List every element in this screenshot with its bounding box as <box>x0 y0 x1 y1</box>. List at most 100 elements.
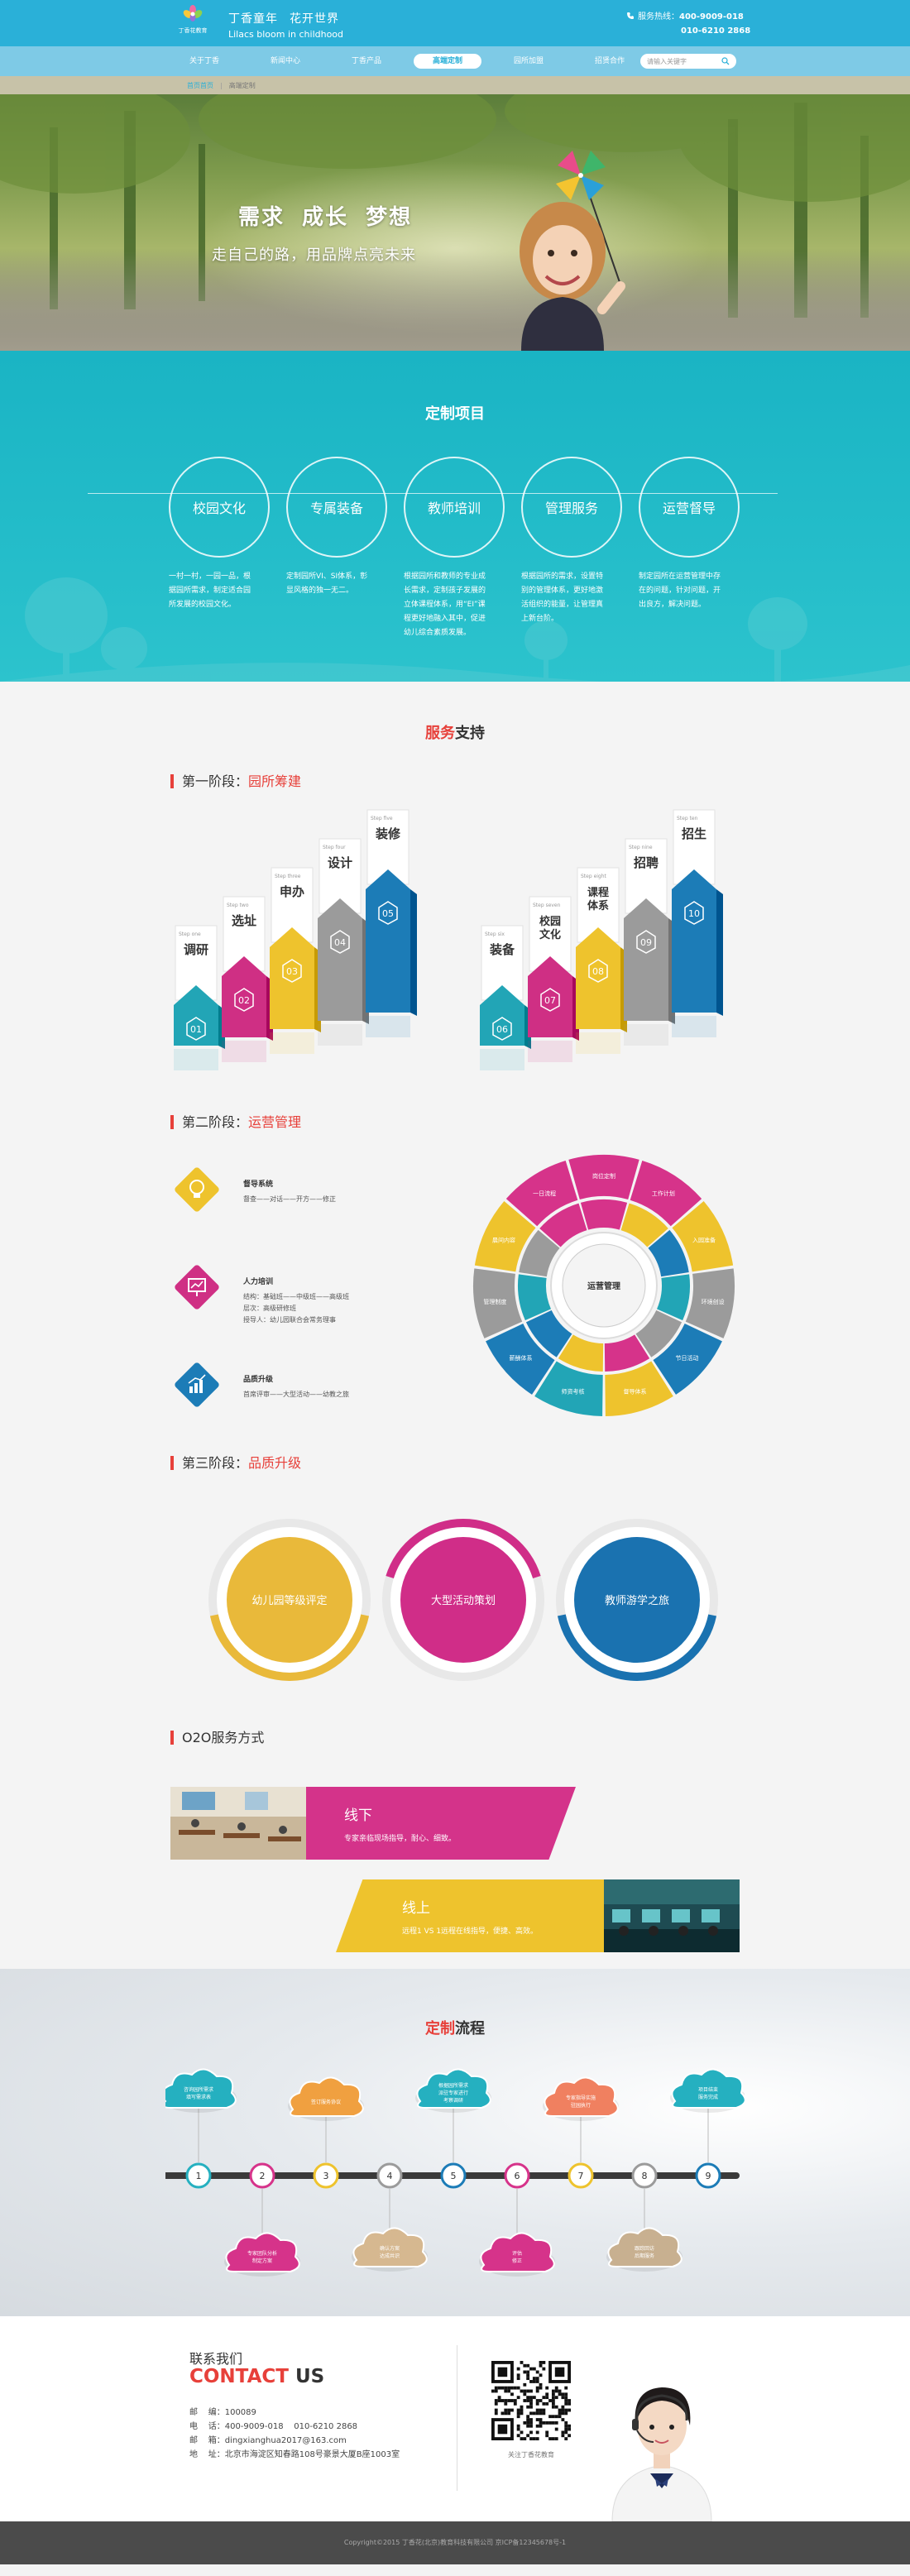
wheel-segment[interactable]: 节日活动 <box>635 1310 722 1395</box>
o2o-online-row: 线上 远程1 VS 1远程在线指导，便捷、高效。 <box>336 1879 740 1952</box>
process-step-number: 3 <box>323 2171 329 2181</box>
project-desc-teacher-training: 根据园所和教师的专业成长需求，定制孩子发展的立体课程体系，用“EI”课程更好地融… <box>404 572 486 637</box>
wheel-segment[interactable]: 督导体系 <box>604 1334 673 1416</box>
breadcrumb-home[interactable]: 首页首页 <box>187 82 213 89</box>
wheel-segment[interactable]: 薪酬体系 <box>486 1310 572 1395</box>
o2o-title: O2O服务方式 <box>170 1731 264 1745</box>
process-step-8[interactable]: 8 <box>631 2162 658 2189</box>
wheel-segment[interactable]: 管理制度 <box>473 1268 551 1338</box>
custom-process-section: 定制流程 咨询园所需求填写需求表 签订服务协议 根据园所需求派驻专家进行考察调研 专家… <box>0 1969 910 2316</box>
phase1-step-01[interactable]: Step one 调研 01 <box>174 925 225 1070</box>
project-management-service[interactable]: 管理服务 <box>521 457 622 558</box>
contact-phone[interactable]: 电 话：400-9009-018 010-6210 2868 <box>189 2422 358 2431</box>
quality-ring[interactable]: 大型活动策划 <box>382 1519 544 1681</box>
wheel-segment-label: 薪酬体系 <box>509 1354 532 1362</box>
nav-item-careers[interactable]: 招贤合作 <box>594 57 625 65</box>
process-cloud-bottom: 评估修正 <box>479 2232 555 2277</box>
o2o-online-heading: 线上 <box>402 1900 430 1917</box>
custom-projects-section: 定制项目 校园文化 专属装备 教师培训 管理服务 运营督导 一村一村，一园一品，… <box>0 351 910 682</box>
svg-text:Step one: Step one <box>179 931 201 937</box>
process-step-9[interactable]: 9 <box>695 2162 721 2189</box>
wheel-segment-label: 入园准备 <box>692 1237 716 1244</box>
phase1-step-05[interactable]: Step five 装修 05 <box>366 809 417 1037</box>
phase1-step-06[interactable]: Step six 装备 06 <box>480 925 531 1070</box>
svg-text:Step four: Step four <box>323 845 346 850</box>
girl-with-pinwheel-image <box>520 151 625 351</box>
project-campus-culture[interactable]: 校园文化 <box>169 457 270 558</box>
search-input[interactable] <box>647 57 720 65</box>
wheel-segment[interactable]: 一日流程 <box>505 1160 587 1247</box>
wheel-segment[interactable]: 入园准备 <box>648 1200 734 1277</box>
customer-service-agent-image <box>611 2387 712 2521</box>
wheel-segment[interactable]: 工作计划 <box>620 1160 702 1247</box>
process-step-3[interactable]: 3 <box>313 2162 339 2189</box>
wheel-center-label: 运营管理 <box>587 1281 620 1291</box>
process-step-1[interactable]: 1 <box>185 2162 212 2189</box>
quality-ring[interactable]: 教师游学之旅 <box>556 1519 718 1681</box>
process-step-7[interactable]: 7 <box>568 2162 594 2189</box>
nav-item-products[interactable]: 丁香产品 <box>351 57 381 65</box>
nav-item-news[interactable]: 新闻中心 <box>270 57 300 65</box>
banner-subtitle: 走自己的路，用品牌点亮未来 <box>212 247 416 264</box>
o2o-offline-desc: 专家亲临现场指导，耐心、细致。 <box>344 1835 457 1843</box>
process-step-text: 跟踪回访后期服务 <box>635 2245 654 2259</box>
nav-item-custom[interactable]: 高端定制 <box>414 54 481 69</box>
wheel-segment-label: 师资考核 <box>562 1388 585 1396</box>
computer-lab-photo <box>604 1879 740 1952</box>
phase1-step-03[interactable]: Step three 申办 03 <box>270 867 321 1054</box>
process-step-number: 1 <box>196 2171 202 2181</box>
wheel-segment-label: 督导体系 <box>623 1388 646 1396</box>
breadcrumb: 首页首页 | 高端定制 <box>187 81 256 90</box>
copyright: Copyright©2015 丁香花(北京)教育科技有限公司 京ICP备1234… <box>343 2539 567 2546</box>
wheel-segment[interactable]: 岗位定制 <box>568 1155 639 1230</box>
nav-item-about[interactable]: 关于丁香 <box>189 57 219 65</box>
phase1-step-02[interactable]: Step two 选址 02 <box>222 896 273 1062</box>
process-step-2[interactable]: 2 <box>249 2162 275 2189</box>
wheel-segment[interactable]: 晨间内容 <box>474 1200 560 1277</box>
o2o-offline-row: 线下 专家亲临现场指导，耐心、细致。 <box>170 1787 576 1860</box>
contact-section: 联系我们 CONTACT US 邮 编：100089 电 话：400-9009-… <box>0 2316 910 2521</box>
phone-icon <box>627 12 634 19</box>
project-exclusive-equipment[interactable]: 专属装备 <box>286 457 387 558</box>
phase1-step-number: 09 <box>640 937 652 948</box>
process-step-4[interactable]: 4 <box>376 2162 403 2189</box>
o2o-offline-band[interactable]: 线下 专家亲临现场指导，耐心、细致。 <box>306 1787 576 1860</box>
process-step-6[interactable]: 6 <box>504 2162 530 2189</box>
project-desc-campus-culture: 一村一村，一园一品，根据园所需求，制定适合园所发展的校园文化。 <box>169 572 251 609</box>
wheel-segment-label: 环境创设 <box>702 1298 725 1305</box>
project-operation-supervision[interactable]: 运营督导 <box>639 457 740 558</box>
phase1-step-number: 05 <box>382 908 394 919</box>
process-cloud-top: 专家指导实施驻园执行 <box>543 2076 619 2121</box>
quality-ring[interactable]: 幼儿园等级评定 <box>208 1519 371 1681</box>
wheel-segment[interactable]: 师资考核 <box>534 1334 604 1416</box>
wheel-segment[interactable]: 环境创设 <box>657 1268 735 1338</box>
phase1-step-04[interactable]: Step four 设计 04 <box>318 838 369 1046</box>
process-step-5[interactable]: 5 <box>440 2162 467 2189</box>
quality-ring-label: 教师游学之旅 <box>605 1594 669 1607</box>
contact-email[interactable]: 邮 箱：dingxianghua2017@163.com <box>189 2436 347 2445</box>
nav-item-franchise[interactable]: 园所加盟 <box>513 57 544 65</box>
service-title: 服务支持 <box>425 725 485 742</box>
phase3-title: 第三阶段：品质升级 <box>170 1456 301 1470</box>
breadcrumb-separator: | <box>220 82 223 89</box>
process-step-number: 7 <box>578 2171 584 2181</box>
phase1-step-08[interactable]: Step eight 课程体系 08 <box>576 867 627 1054</box>
phase1-step-10[interactable]: Step ten 招生 10 <box>672 809 723 1037</box>
project-teacher-training[interactable]: 教师培训 <box>404 457 505 558</box>
logo[interactable]: 丁香花教育 <box>170 5 215 40</box>
svg-text:Step ten: Step ten <box>677 816 698 821</box>
search-icon[interactable] <box>721 57 730 65</box>
phase2-item-desc: 结构：基础班——中级班——高级班 层次：高级研修班 授导人：幼儿园联合会常务理事 <box>243 1293 349 1324</box>
phase1-step-09[interactable]: Step nine 招聘 09 <box>624 838 675 1046</box>
custom-projects-title: 定制项目 <box>425 405 485 423</box>
phase1-step-07[interactable]: Step seven 校园文化 07 <box>528 896 579 1062</box>
phase1-step-number: 03 <box>286 966 298 977</box>
service-support-section: 服务支持 第一阶段：园所筹建 Step one 调研 01 Step two 选址 02 S… <box>0 682 910 1969</box>
process-title: 定制流程 <box>425 2020 485 2037</box>
phase2-item-title: 督导系统 <box>243 1180 274 1189</box>
o2o-online-band[interactable]: 线上 远程1 VS 1远程在线指导，便捷、高效。 <box>336 1879 604 1952</box>
phase1-step-label: 选址 <box>232 913 256 928</box>
process-step-number: 6 <box>515 2171 520 2181</box>
